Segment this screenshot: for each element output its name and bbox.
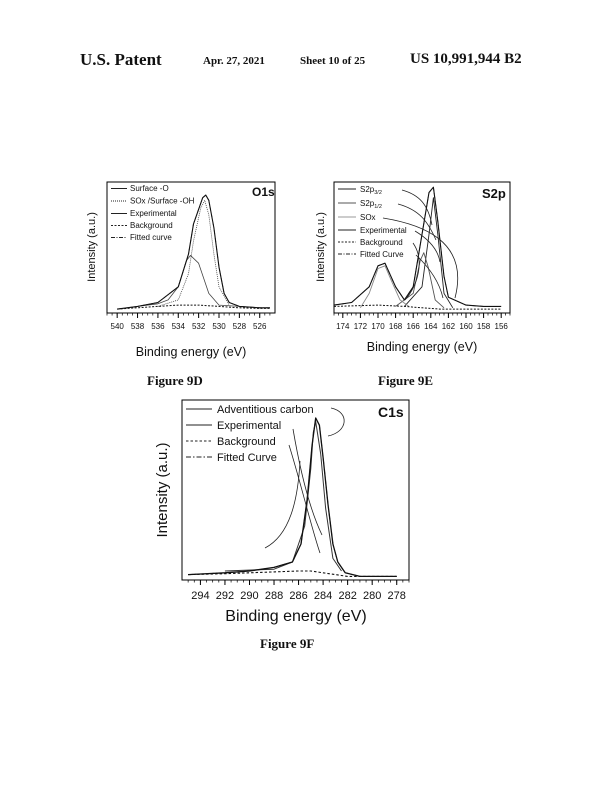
fig9d-series-fitted-curve <box>117 194 270 310</box>
fig9d-xlabel: Binding energy (eV) <box>136 345 246 359</box>
fig9e-tick-label-172: 172 <box>354 322 368 331</box>
patent-date: Apr. 27, 2021 <box>203 55 265 67</box>
fig9f-frame <box>181 399 410 581</box>
caption-fig9f: Figure 9F <box>260 636 315 651</box>
fig9e-series-background <box>333 304 502 310</box>
fig9e-tick-label-174: 174 <box>336 322 350 331</box>
fig9d-tick-label-538: 538 <box>131 322 145 331</box>
fig9d-tick-label-532: 532 <box>192 322 206 331</box>
fig9d-x-ticks: 540 538 536 534 532 530 528 526 <box>106 313 271 331</box>
fig9f-xlabel: Binding energy (eV) <box>225 608 366 625</box>
fig9e-tick-label-166: 166 <box>407 322 421 331</box>
fig9e-plot <box>333 186 502 310</box>
fig9d-tick-label-526: 526 <box>253 322 267 331</box>
fig9d-legend-surface-o: Surface -O <box>130 184 169 193</box>
fig9e-tick-label-160: 160 <box>459 322 473 331</box>
fig9f-legend-experimental: Experimental <box>217 420 281 432</box>
fig9e-series-s2p3-2 <box>404 197 454 309</box>
fig9d-ylabel: Intensity (a.u.) <box>86 212 98 282</box>
fig9e-xlabel: Binding energy (eV) <box>367 340 477 354</box>
fig9e-tick-label-158: 158 <box>477 322 491 331</box>
patent-number: US 10,991,944 B2 <box>410 51 522 67</box>
fig9e-legend-experimental: Experimental <box>360 226 407 235</box>
fig9e-arrow-fitted <box>415 254 444 299</box>
fig9d-frame <box>106 181 276 314</box>
fig9f-tick-label-286: 286 <box>289 590 307 602</box>
figure-9f: 294 292 290 288 286 284 282 280 278 Adventitious… <box>154 399 410 625</box>
caption-fig9d: Figure 9D <box>147 373 203 388</box>
fig9e-legend-s2p12-main: S2p <box>360 199 375 208</box>
figure-9d: 540 538 536 534 532 530 528 526 Surface -O SOx … <box>86 181 276 359</box>
fig9e-tag: S2p <box>482 186 506 201</box>
fig9d-legend-experimental: Experimental <box>130 209 177 218</box>
fig9f-series-background <box>188 570 397 577</box>
fig9f-tick-label-280: 280 <box>363 590 381 602</box>
sheet-number: Sheet 10 of 25 <box>300 55 366 67</box>
fig9e-legend-s2p32: S2p3/2 <box>360 185 382 196</box>
fig9e-tick-label-156: 156 <box>495 322 509 331</box>
fig9d-tick-label-540: 540 <box>111 322 125 331</box>
fig9e-tick-label-162: 162 <box>442 322 456 331</box>
fig9e-series-sox <box>360 265 410 309</box>
fig9e-series-fitted-curve <box>333 186 502 307</box>
fig9f-arrow-background <box>288 444 321 554</box>
fig9e-ylabel: Intensity (a.u.) <box>315 212 327 282</box>
fig9e-legend-s2p12-sub: 1/2 <box>374 204 382 210</box>
fig9f-tag: C1s <box>378 404 404 420</box>
fig9d-series-sox-surface-oh <box>157 199 230 307</box>
fig9d-tick-label-528: 528 <box>233 322 247 331</box>
fig9e-legend-s2p12: S2p1/2 <box>360 199 382 210</box>
fig9e-tick-label-168: 168 <box>389 322 403 331</box>
figure-9e: 174 172 170 168 166 164 162 160 158 156 S2p3/2 S2… <box>315 181 511 354</box>
fig9f-arrow-adventitious <box>327 407 345 437</box>
fig9d-tag: O1s <box>252 185 275 199</box>
fig9e-arrow-sox <box>382 217 458 299</box>
fig9f-tick-label-292: 292 <box>216 590 234 602</box>
fig9d-series-background <box>117 304 270 310</box>
fig9d-series-surface-o <box>137 255 240 307</box>
fig9f-tick-label-282: 282 <box>338 590 356 602</box>
patent-label: U.S. Patent <box>80 50 162 69</box>
fig9e-tick-label-170: 170 <box>371 322 385 331</box>
fig9f-x-ticks: 294 292 290 288 286 284 282 280 278 <box>187 580 410 602</box>
fig9f-arrow-fitted <box>264 460 301 549</box>
fig9f-legend-adventitious: Adventitious carbon <box>217 404 314 416</box>
fig9d-legend-background: Background <box>130 221 173 230</box>
fig9d-plot <box>117 194 270 310</box>
fig9f-legend-fitted: Fitted Curve <box>217 452 277 464</box>
fig9f-tick-label-288: 288 <box>265 590 283 602</box>
fig9d-legend-fitted: Fitted curve <box>130 233 172 242</box>
fig9e-arrow-experimental <box>414 230 441 263</box>
fig9e-series-s2p1-2 <box>395 252 445 309</box>
fig9f-tick-label-278: 278 <box>388 590 406 602</box>
fig9f-legend-background: Background <box>217 436 276 448</box>
fig9f-arrow-experimental <box>292 428 323 536</box>
fig9f-plot <box>188 417 397 578</box>
fig9e-arrow-background <box>404 242 420 301</box>
caption-fig9e: Figure 9E <box>378 373 434 388</box>
fig9f-tick-label-294: 294 <box>191 590 209 602</box>
fig9d-tick-label-530: 530 <box>212 322 226 331</box>
fig9f-tick-label-284: 284 <box>314 590 332 602</box>
fig9e-legend-background: Background <box>360 238 403 247</box>
fig9e-legend-s2p32-sub: 3/2 <box>374 190 382 196</box>
fig9d-legend-sox: SOx /Surface -OH <box>130 197 195 206</box>
fig9f-series-fitted-curve <box>188 417 397 577</box>
fig9e-arrow-s2p32 <box>401 189 433 226</box>
fig9f-tick-label-290: 290 <box>240 590 258 602</box>
fig9f-ylabel: Intensity (a.u.) <box>154 442 171 537</box>
fig9e-legend-s2p32-main: S2p <box>360 185 375 194</box>
fig9e-x-ticks: 174 172 170 168 166 164 162 160 158 156 <box>333 313 511 331</box>
fig9e-tick-label-164: 164 <box>424 322 438 331</box>
fig9e-legend-fitted: Fitted Curve <box>360 250 404 259</box>
fig9d-tick-label-536: 536 <box>151 322 165 331</box>
fig9d-tick-label-534: 534 <box>172 322 186 331</box>
fig9e-legend-sox: SOx <box>360 213 376 222</box>
